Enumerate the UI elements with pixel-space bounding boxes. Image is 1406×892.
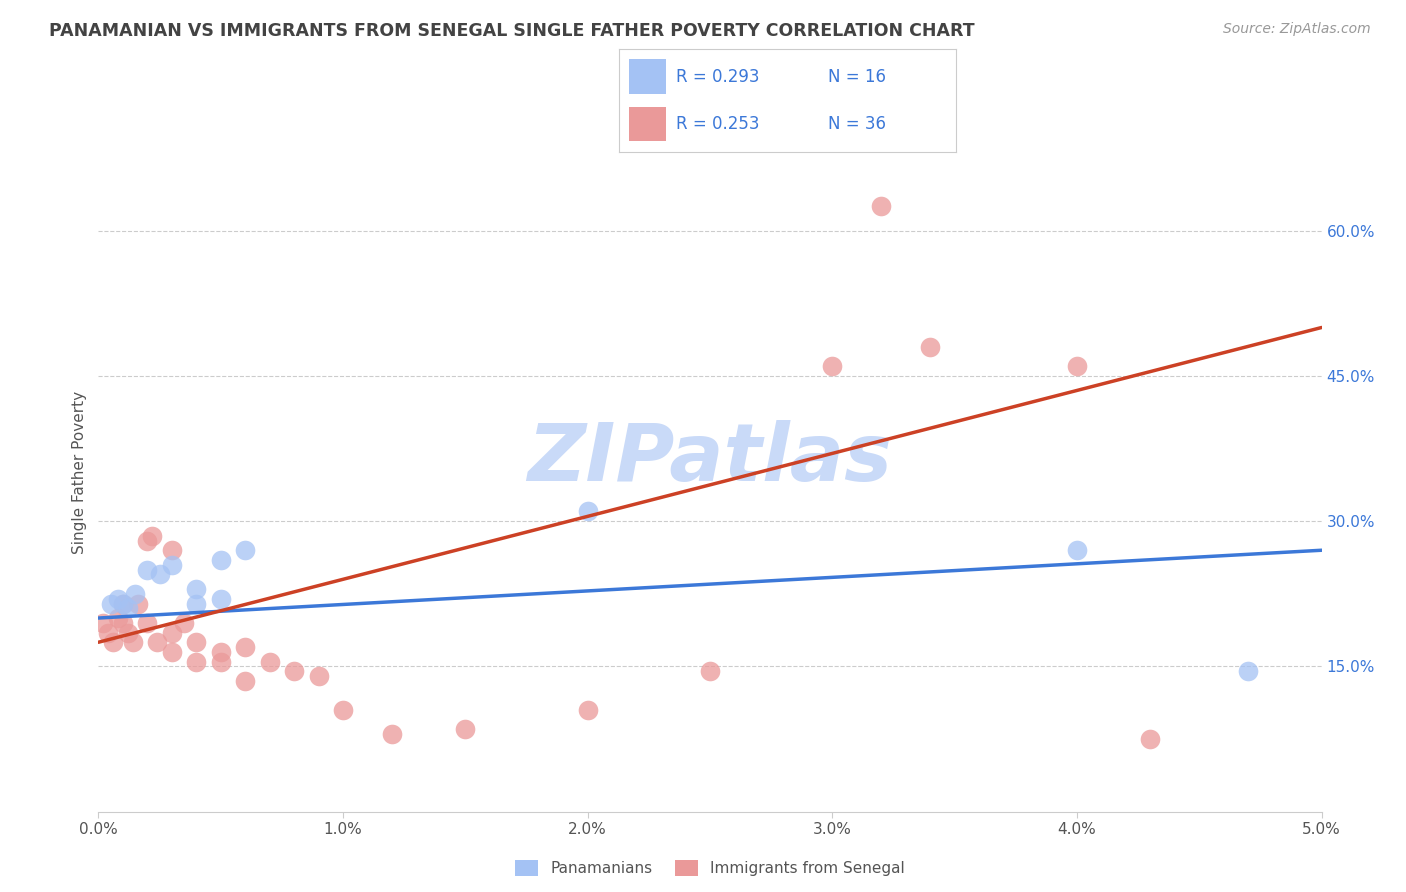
Bar (628, 59, 666, 95)
Point (233, 673, 256, 688)
Point (107, 611, 129, 625)
Point (97, 625, 120, 640)
Point (117, 601, 139, 615)
Point (870, 199, 893, 213)
Point (233, 543, 256, 558)
Point (186, 635, 208, 649)
Point (209, 553, 232, 567)
Point (283, 665, 305, 679)
Point (136, 615, 159, 630)
Point (920, 340, 942, 354)
Text: N = 36: N = 36 (828, 115, 886, 133)
Point (124, 587, 146, 601)
Y-axis label: Single Father Poverty: Single Father Poverty (72, 392, 87, 554)
Point (160, 625, 183, 640)
Point (160, 543, 183, 558)
Point (149, 567, 172, 582)
Point (209, 645, 232, 659)
Text: R = 0.293: R = 0.293 (676, 68, 759, 86)
Point (1066, 359, 1088, 374)
Point (127, 597, 149, 611)
Point (111, 597, 134, 611)
Point (332, 703, 354, 717)
Point (136, 533, 159, 548)
Point (186, 582, 208, 596)
Point (1237, 665, 1260, 679)
Point (233, 640, 256, 654)
Point (699, 665, 721, 679)
Text: Source: ZipAtlas.com: Source: ZipAtlas.com (1223, 22, 1371, 37)
Point (141, 529, 163, 543)
Point (100, 597, 122, 611)
Point (209, 591, 232, 606)
Point (381, 727, 404, 741)
Point (1066, 543, 1088, 558)
Point (121, 635, 143, 649)
Point (91, 615, 114, 630)
Point (209, 655, 232, 669)
Point (576, 504, 599, 518)
Point (111, 615, 134, 630)
Point (117, 625, 139, 640)
Legend: Panamanians, Immigrants from Senegal: Panamanians, Immigrants from Senegal (509, 854, 911, 882)
Point (136, 563, 159, 577)
Point (173, 615, 195, 630)
Point (259, 655, 281, 669)
Point (821, 359, 844, 374)
Point (186, 597, 208, 611)
Point (107, 591, 129, 606)
Point (101, 635, 124, 649)
Text: ZIPatlas: ZIPatlas (527, 420, 893, 499)
Point (576, 703, 599, 717)
Point (186, 655, 208, 669)
Text: R = 0.253: R = 0.253 (676, 115, 759, 133)
Point (160, 558, 183, 572)
Point (160, 645, 183, 659)
Text: N = 16: N = 16 (828, 68, 886, 86)
Point (1139, 732, 1161, 747)
Point (454, 723, 477, 737)
Point (111, 597, 134, 611)
Bar (628, 106, 666, 141)
Point (308, 669, 330, 683)
Point (146, 635, 169, 649)
Text: PANAMANIAN VS IMMIGRANTS FROM SENEGAL SINGLE FATHER POVERTY CORRELATION CHART: PANAMANIAN VS IMMIGRANTS FROM SENEGAL SI… (49, 22, 974, 40)
